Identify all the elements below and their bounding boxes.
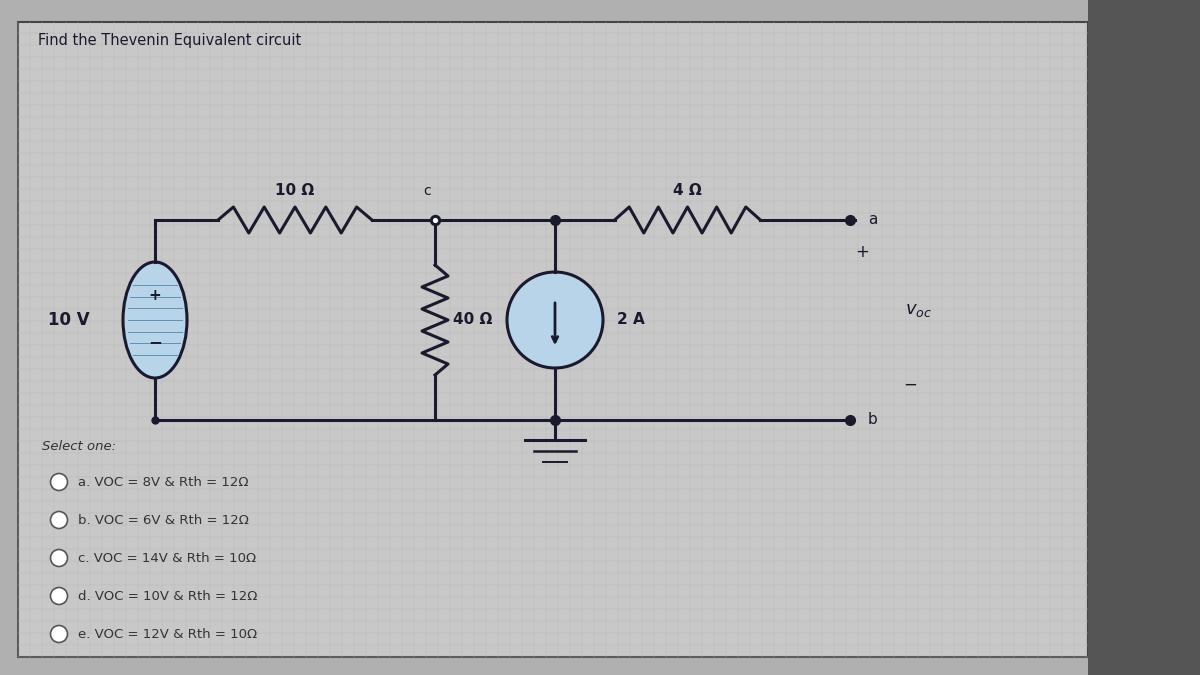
Text: e. VOC = 12V & Rth = 10Ω: e. VOC = 12V & Rth = 10Ω: [78, 628, 257, 641]
Text: 40 Ω: 40 Ω: [454, 313, 492, 327]
Text: 2 A: 2 A: [617, 313, 644, 327]
Text: 10 V: 10 V: [48, 311, 90, 329]
Text: a. VOC = 8V & Rth = 12Ω: a. VOC = 8V & Rth = 12Ω: [78, 475, 248, 489]
Text: c: c: [424, 184, 431, 198]
Text: $v_{oc}$: $v_{oc}$: [905, 301, 932, 319]
Circle shape: [508, 272, 604, 368]
Text: c. VOC = 14V & Rth = 10Ω: c. VOC = 14V & Rth = 10Ω: [78, 551, 256, 564]
Ellipse shape: [124, 262, 187, 378]
Bar: [18, 22, 1088, 657]
Text: +: +: [856, 243, 869, 261]
Circle shape: [50, 473, 67, 491]
Circle shape: [50, 549, 67, 566]
Circle shape: [50, 626, 67, 643]
Text: 4 Ω: 4 Ω: [673, 183, 702, 198]
Text: Find the Thevenin Equivalent circuit: Find the Thevenin Equivalent circuit: [38, 33, 301, 48]
Text: b. VOC = 6V & Rth = 12Ω: b. VOC = 6V & Rth = 12Ω: [78, 514, 248, 526]
Text: b: b: [868, 412, 877, 427]
Text: −: −: [148, 333, 162, 351]
Circle shape: [50, 512, 67, 529]
Text: −: −: [904, 376, 917, 394]
Circle shape: [50, 587, 67, 605]
Text: d. VOC = 10V & Rth = 12Ω: d. VOC = 10V & Rth = 12Ω: [78, 589, 257, 603]
Text: a: a: [868, 213, 877, 227]
Bar: [1088, 0, 1200, 675]
Text: 10 Ω: 10 Ω: [275, 183, 314, 198]
Text: +: +: [149, 288, 161, 302]
Text: Select one:: Select one:: [42, 440, 116, 453]
